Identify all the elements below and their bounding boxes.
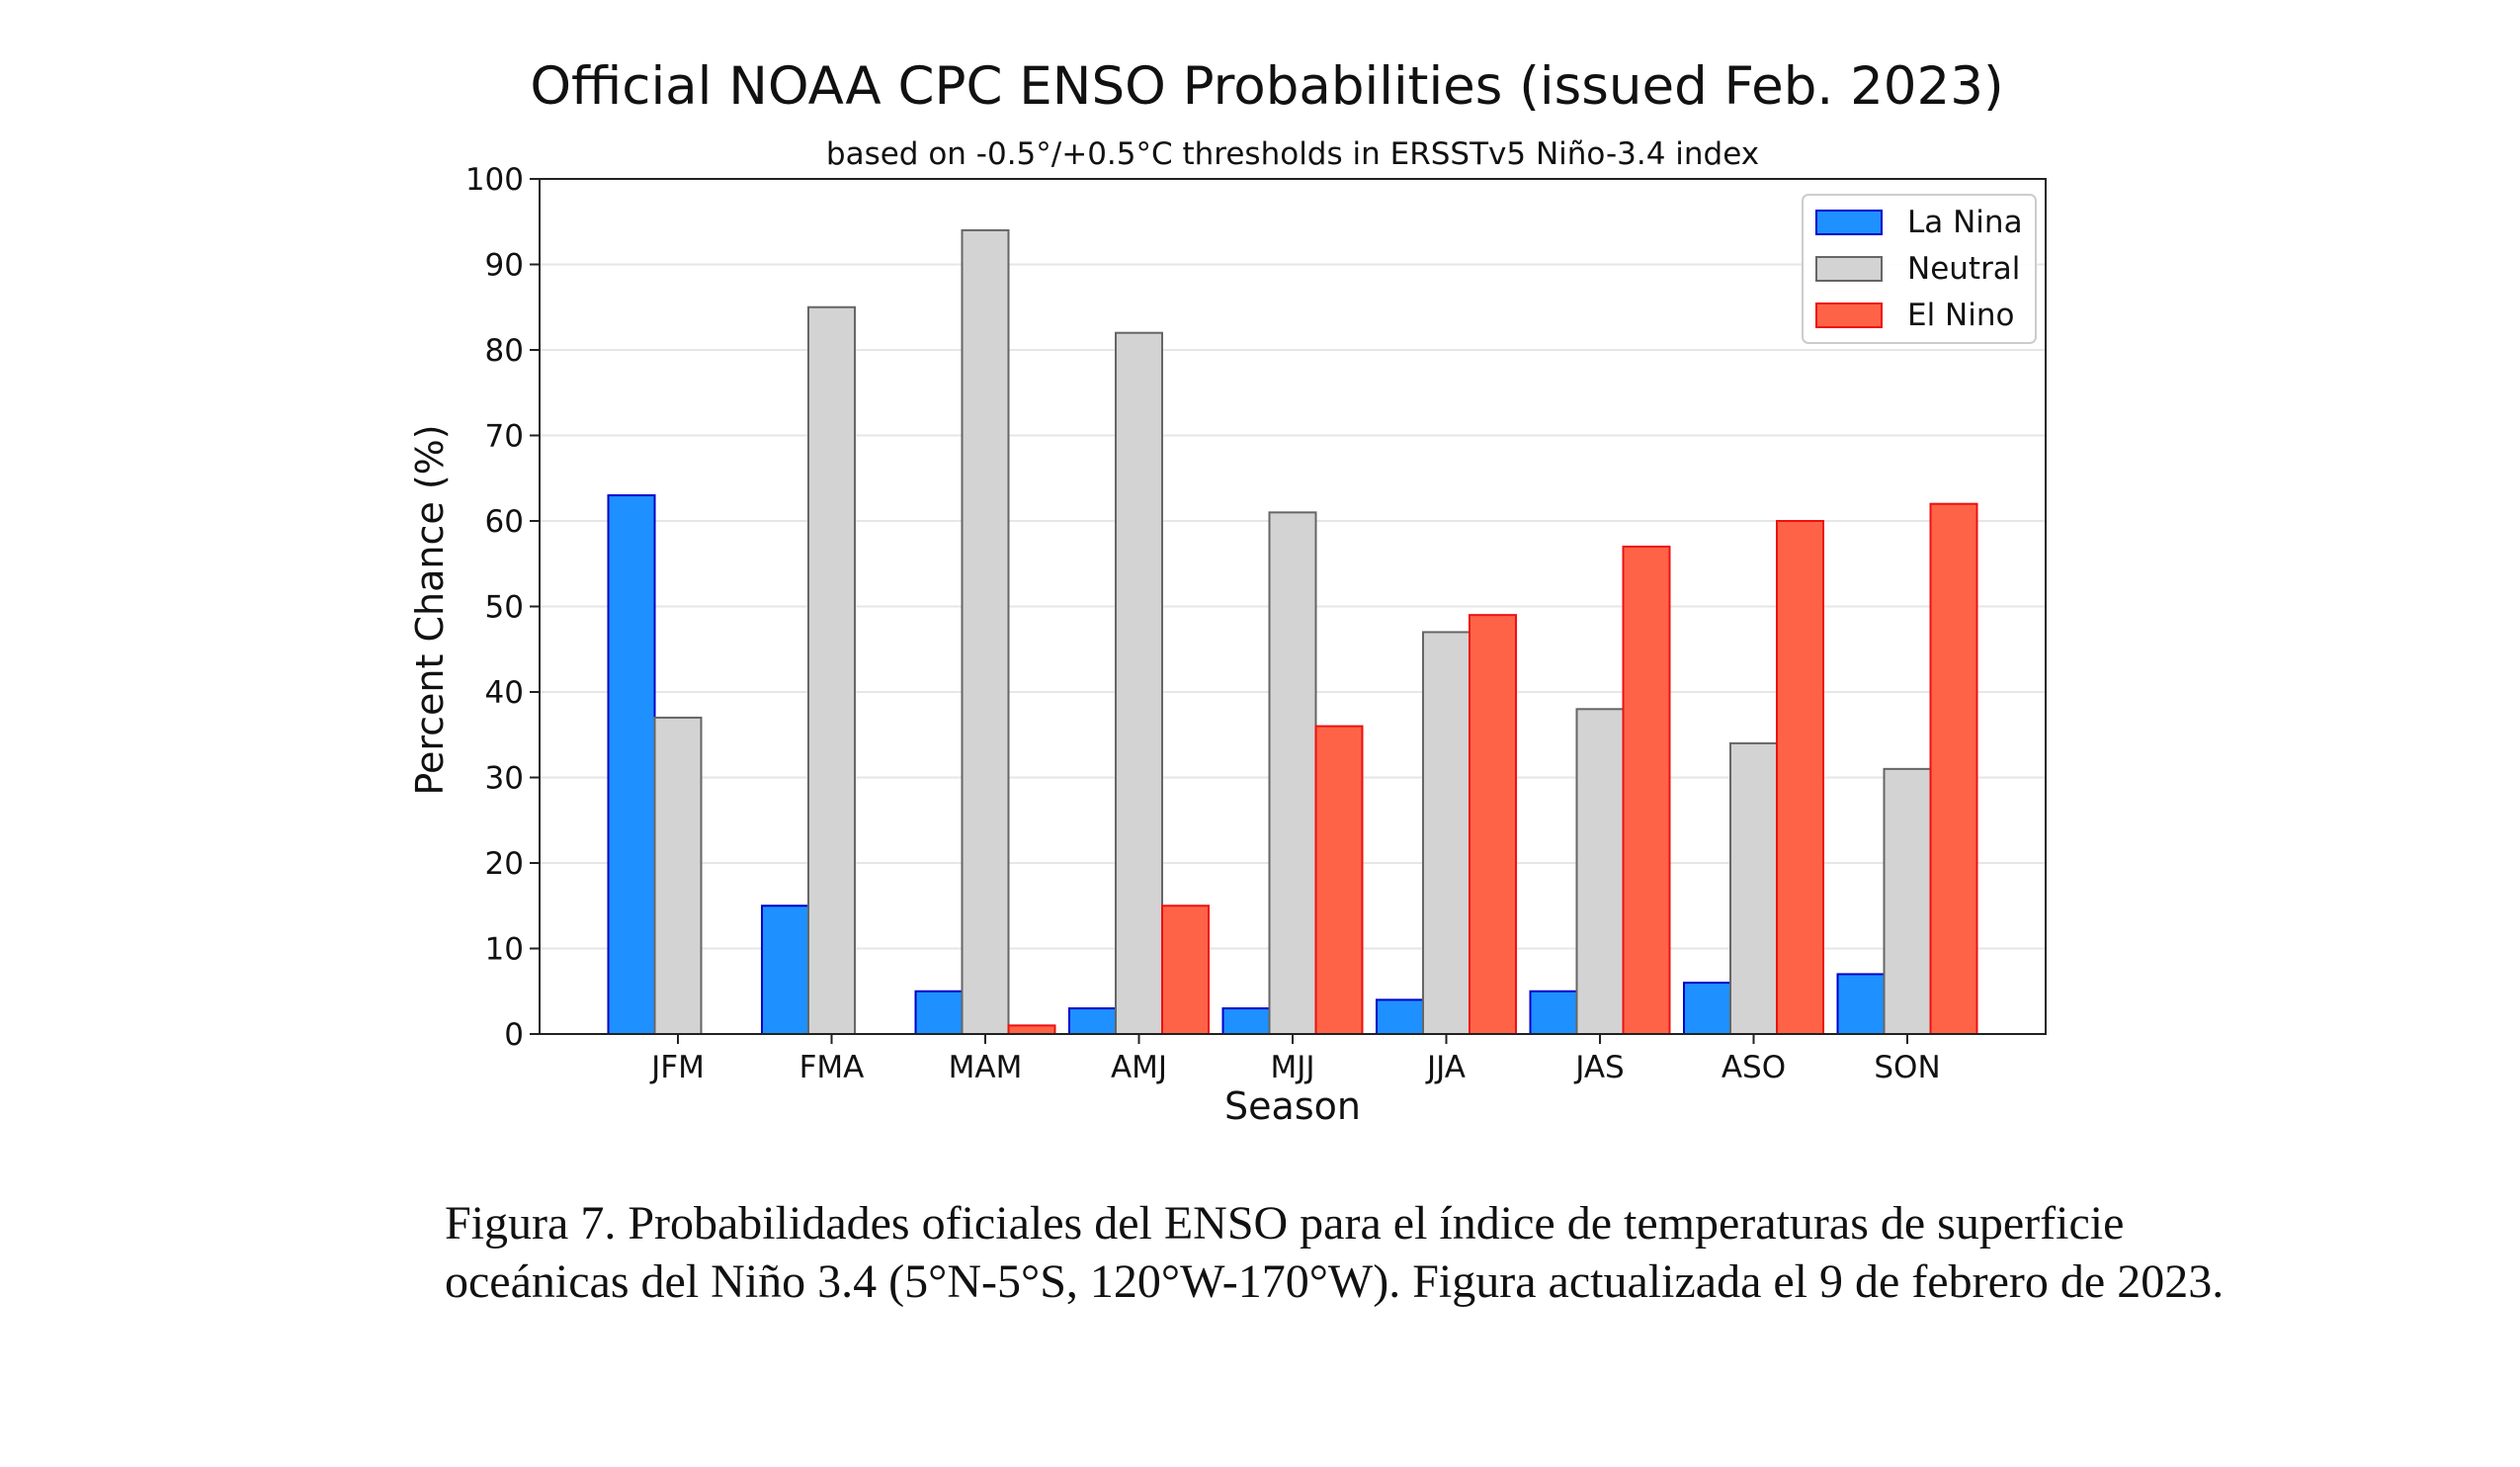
x-tick-label: MAM [949, 1050, 1023, 1085]
legend-label: Neutral [1907, 251, 2020, 287]
bar-neutral-jja [1422, 631, 1470, 1035]
y-tick-label: 60 [485, 504, 524, 540]
x-tick-label: SON [1874, 1050, 1940, 1085]
legend-swatch-el-nino [1815, 302, 1883, 328]
bar-el-nino-amj [1161, 905, 1210, 1035]
y-tick-label: 20 [485, 846, 524, 882]
y-tick-label: 30 [485, 761, 524, 797]
bar-neutral-son [1883, 767, 1932, 1035]
y-axis-label: Percent Chance (%) [408, 424, 452, 795]
x-axis-ticks: JFM FMA MAM AMJ MJJ JJA JAS ASO SON [649, 1034, 1941, 1085]
y-tick-label: 70 [485, 419, 524, 455]
y-tick-label: 0 [504, 1017, 524, 1053]
bar-el-nino-jas [1622, 545, 1671, 1035]
x-tick-label: JAS [1573, 1050, 1624, 1085]
x-tick-label: MJJ [1270, 1050, 1314, 1085]
x-tick-label: FMA [799, 1050, 865, 1085]
chart-subtitle: based on -0.5°/+0.5°C thresholds in ERSS… [826, 136, 1759, 172]
bar-la-nina-mjj [1221, 1007, 1271, 1035]
y-tick-label: 40 [485, 675, 524, 711]
y-axis-ticks: 0 10 20 30 40 50 60 70 80 90 100 [465, 162, 540, 1053]
bar-la-nina-aso [1683, 982, 1731, 1035]
bar-el-nino-aso [1776, 520, 1824, 1035]
legend: La Nina Neutral El Nino [1802, 194, 2037, 344]
bar-neutral-jfm [653, 716, 703, 1035]
legend-label: El Nino [1907, 298, 2014, 333]
y-tick-label: 10 [485, 932, 524, 968]
bar-la-nina-mam [914, 990, 964, 1035]
bar-neutral-amj [1115, 331, 1163, 1035]
bar-el-nino-son [1929, 502, 1978, 1035]
bar-el-nino-mjj [1314, 725, 1364, 1035]
bar-la-nina-amj [1068, 1007, 1117, 1035]
legend-swatch-la-nina [1815, 210, 1883, 235]
bar-la-nina-fma [761, 905, 809, 1035]
bar-neutral-mam [961, 228, 1010, 1035]
bars [607, 228, 1978, 1036]
x-tick-label: JFM [649, 1050, 705, 1085]
legend-swatch-neutral [1815, 256, 1883, 282]
y-tick-label: 80 [485, 333, 524, 369]
bar-neutral-jas [1575, 708, 1625, 1035]
bar-neutral-fma [807, 305, 856, 1035]
legend-label: La Nina [1907, 205, 2023, 240]
bar-la-nina-jja [1376, 998, 1424, 1036]
chart-title: Official NOAA CPC ENSO Probabilities (is… [530, 56, 2003, 117]
x-tick-label: ASO [1722, 1050, 1786, 1085]
x-tick-label: AMJ [1111, 1050, 1167, 1085]
bar-la-nina-jas [1529, 990, 1578, 1035]
figure-caption: Figura 7. Probabilidades oficiales del E… [445, 1197, 2225, 1308]
bar-la-nina-jfm [607, 494, 656, 1035]
bar-el-nino-jja [1469, 614, 1517, 1036]
y-tick-label: 50 [485, 590, 524, 626]
bar-el-nino-mam [1007, 1024, 1056, 1035]
bar-neutral-mjj [1268, 511, 1317, 1035]
bar-la-nina-son [1836, 973, 1886, 1036]
x-axis-label: Season [1224, 1084, 1361, 1128]
bar-neutral-aso [1729, 741, 1778, 1036]
y-tick-label: 90 [485, 248, 524, 284]
y-tick-label: 100 [465, 162, 524, 198]
x-tick-label: JJA [1425, 1050, 1466, 1085]
